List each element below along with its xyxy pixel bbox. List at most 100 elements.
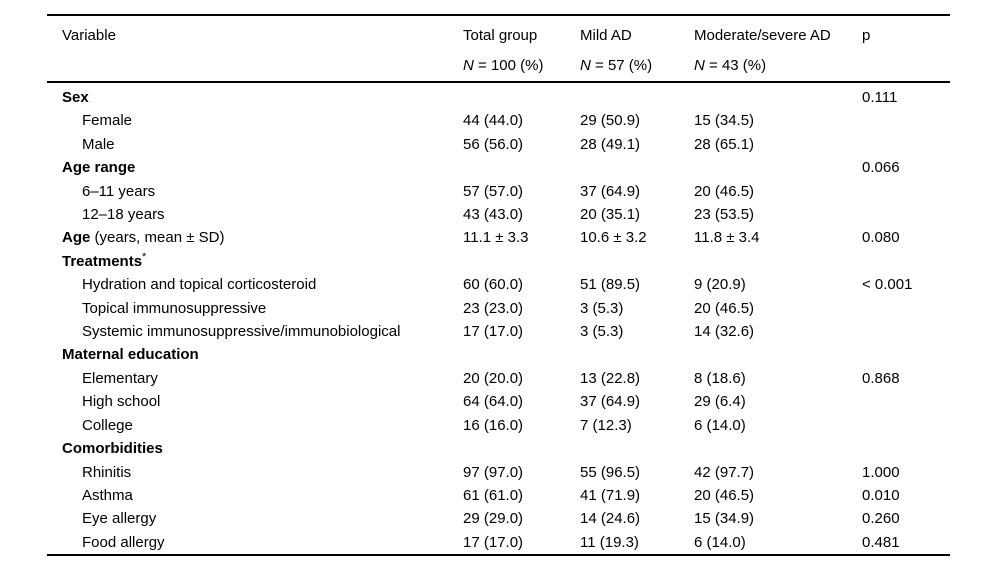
column-header-total-group: Total group N = 100 (%) xyxy=(463,15,580,83)
cell-p-value xyxy=(862,250,950,273)
cell-moderate-severe-ad xyxy=(694,156,862,179)
variable-label: Comorbidities xyxy=(62,440,163,458)
cell-variable: Age (years, mean ± SD) xyxy=(47,226,463,249)
cell-mild-ad: 41 (71.9) xyxy=(580,486,641,504)
table-row: Sex 0.111 xyxy=(47,82,950,109)
footnote-asterisk: * xyxy=(142,250,147,263)
table-row: Rhinitis 97 (97.0) 55 (96.5) 42 (97.7) 1… xyxy=(47,461,950,484)
table-row: Asthma 61 (61.0) 41 (71.9) 20 (46.5) 0.0… xyxy=(47,484,950,507)
cell-p-value: 0.010 xyxy=(862,486,900,504)
cell-variable: Treatments* xyxy=(47,250,463,273)
cell-p-value xyxy=(862,320,950,343)
table-row: Elementary 20 (20.0) 13 (22.8) 8 (18.6) … xyxy=(47,367,950,390)
cell-total-group: 44 (44.0) xyxy=(463,112,524,130)
cell-moderate-severe-ad xyxy=(694,250,862,273)
table-row: Maternal education xyxy=(47,343,950,366)
variable-label: Eye allergy xyxy=(82,510,157,528)
cell-p-value xyxy=(862,437,950,460)
cell-p-value: 0.066 xyxy=(862,159,900,177)
cell-moderate-severe-ad: 15 (34.5) xyxy=(694,112,755,130)
cell-variable: Sex xyxy=(47,82,463,109)
cell-total-group: 60 (60.0) xyxy=(463,276,524,294)
cell-mild-ad: 37 (64.9) xyxy=(580,393,641,411)
table-row: Age (years, mean ± SD) 11.1 ± 3.3 10.6 ±… xyxy=(47,226,950,249)
table-row: 6–11 years 57 (57.0) 37 (64.9) 20 (46.5) xyxy=(47,180,950,203)
variable-label-suffix: (years, mean ± SD) xyxy=(90,229,225,247)
cell-p-value xyxy=(862,297,950,320)
variable-label: Age xyxy=(62,229,91,247)
cell-total-group: 43 (43.0) xyxy=(463,206,524,224)
variable-label: Elementary xyxy=(82,369,158,387)
cell-variable: Hydration and topical corticosteroid xyxy=(47,273,463,296)
cell-p-value xyxy=(862,109,950,132)
cell-moderate-severe-ad: 6 (14.0) xyxy=(694,533,746,551)
column-label: Moderate/severe AD xyxy=(694,27,831,44)
cell-total-group xyxy=(463,82,580,109)
variable-label: Maternal education xyxy=(62,346,199,364)
cell-moderate-severe-ad xyxy=(694,343,862,366)
table-row: Female 44 (44.0) 29 (50.9) 15 (34.5) xyxy=(47,109,950,132)
table-body: Sex 0.111 Female 44 (44.0) 29 (50.9) 15 … xyxy=(47,82,950,555)
cell-mild-ad: 55 (96.5) xyxy=(580,463,641,481)
cell-total-group: 11.1 ± 3.3 xyxy=(463,229,529,247)
cell-mild-ad: 3 (5.3) xyxy=(580,323,624,341)
cell-variable: Comorbidities xyxy=(47,437,463,460)
table-row: Comorbidities xyxy=(47,437,950,460)
cell-moderate-severe-ad xyxy=(694,437,862,460)
cell-variable: Systemic immunosuppressive/immunobiologi… xyxy=(47,320,463,343)
column-header-variable: Variable xyxy=(47,15,463,83)
column-header-moderate-severe-ad: Moderate/severe AD N = 43 (%) xyxy=(694,15,862,83)
column-sublabel xyxy=(47,55,463,76)
cell-variable: Eye allergy xyxy=(47,507,463,530)
cell-total-group: 17 (17.0) xyxy=(463,533,524,551)
cell-moderate-severe-ad: 14 (32.6) xyxy=(694,323,755,341)
cell-p-value: < 0.001 xyxy=(862,276,913,294)
cell-total-group: 20 (20.0) xyxy=(463,369,524,387)
cell-moderate-severe-ad xyxy=(694,82,862,109)
cell-total-group xyxy=(463,343,580,366)
cell-variable: 12–18 years xyxy=(47,203,463,226)
cell-moderate-severe-ad: 42 (97.7) xyxy=(694,463,755,481)
cell-p-value xyxy=(862,180,950,203)
table-row: Male 56 (56.0) 28 (49.1) 28 (65.1) xyxy=(47,133,950,156)
variable-label: 12–18 years xyxy=(82,206,165,224)
variable-label: Food allergy xyxy=(82,533,165,551)
cell-mild-ad xyxy=(580,82,694,109)
variable-label: High school xyxy=(82,393,161,411)
cell-variable: Rhinitis xyxy=(47,461,463,484)
cell-total-group: 16 (16.0) xyxy=(463,416,524,434)
table-row: Hydration and topical corticosteroid 60 … xyxy=(47,273,950,296)
cell-moderate-severe-ad: 6 (14.0) xyxy=(694,416,746,434)
table-row: Food allergy 17 (17.0) 11 (19.3) 6 (14.0… xyxy=(47,531,950,555)
cell-variable: Food allergy xyxy=(47,531,463,555)
variable-label: Age range xyxy=(62,159,136,177)
cell-mild-ad: 20 (35.1) xyxy=(580,206,641,224)
cell-p-value: 0.080 xyxy=(862,229,900,247)
cell-variable: Topical immunosuppressive xyxy=(47,297,463,320)
cell-mild-ad xyxy=(580,250,694,273)
cell-mild-ad: 7 (12.3) xyxy=(580,416,632,434)
cell-variable: 6–11 years xyxy=(47,180,463,203)
cell-variable: College xyxy=(47,414,463,437)
cell-variable: Asthma xyxy=(47,484,463,507)
cell-total-group: 57 (57.0) xyxy=(463,182,524,200)
cell-moderate-severe-ad: 20 (46.5) xyxy=(694,299,755,317)
cell-total-group: 97 (97.0) xyxy=(463,463,524,481)
cell-variable: Maternal education xyxy=(47,343,463,366)
table-row: Eye allergy 29 (29.0) 14 (24.6) 15 (34.9… xyxy=(47,507,950,530)
cell-mild-ad: 14 (24.6) xyxy=(580,510,641,528)
cell-moderate-severe-ad: 9 (20.9) xyxy=(694,276,746,294)
cell-p-value xyxy=(862,414,950,437)
cell-total-group xyxy=(463,156,580,179)
column-header-mild-ad: Mild AD N = 57 (%) xyxy=(580,15,694,83)
cell-moderate-severe-ad: 8 (18.6) xyxy=(694,369,746,387)
column-sublabel: N = 57 (%) xyxy=(580,57,653,74)
cell-mild-ad: 13 (22.8) xyxy=(580,369,641,387)
column-label: Mild AD xyxy=(580,27,632,44)
variable-label: Female xyxy=(82,112,133,130)
cell-p-value xyxy=(862,343,950,366)
cell-variable: Elementary xyxy=(47,367,463,390)
statistics-table-container: Variable Total group N = 100 (%) Mild AD… xyxy=(47,14,950,557)
header-row: Variable Total group N = 100 (%) Mild AD… xyxy=(47,15,950,83)
column-label: Total group xyxy=(463,27,538,44)
